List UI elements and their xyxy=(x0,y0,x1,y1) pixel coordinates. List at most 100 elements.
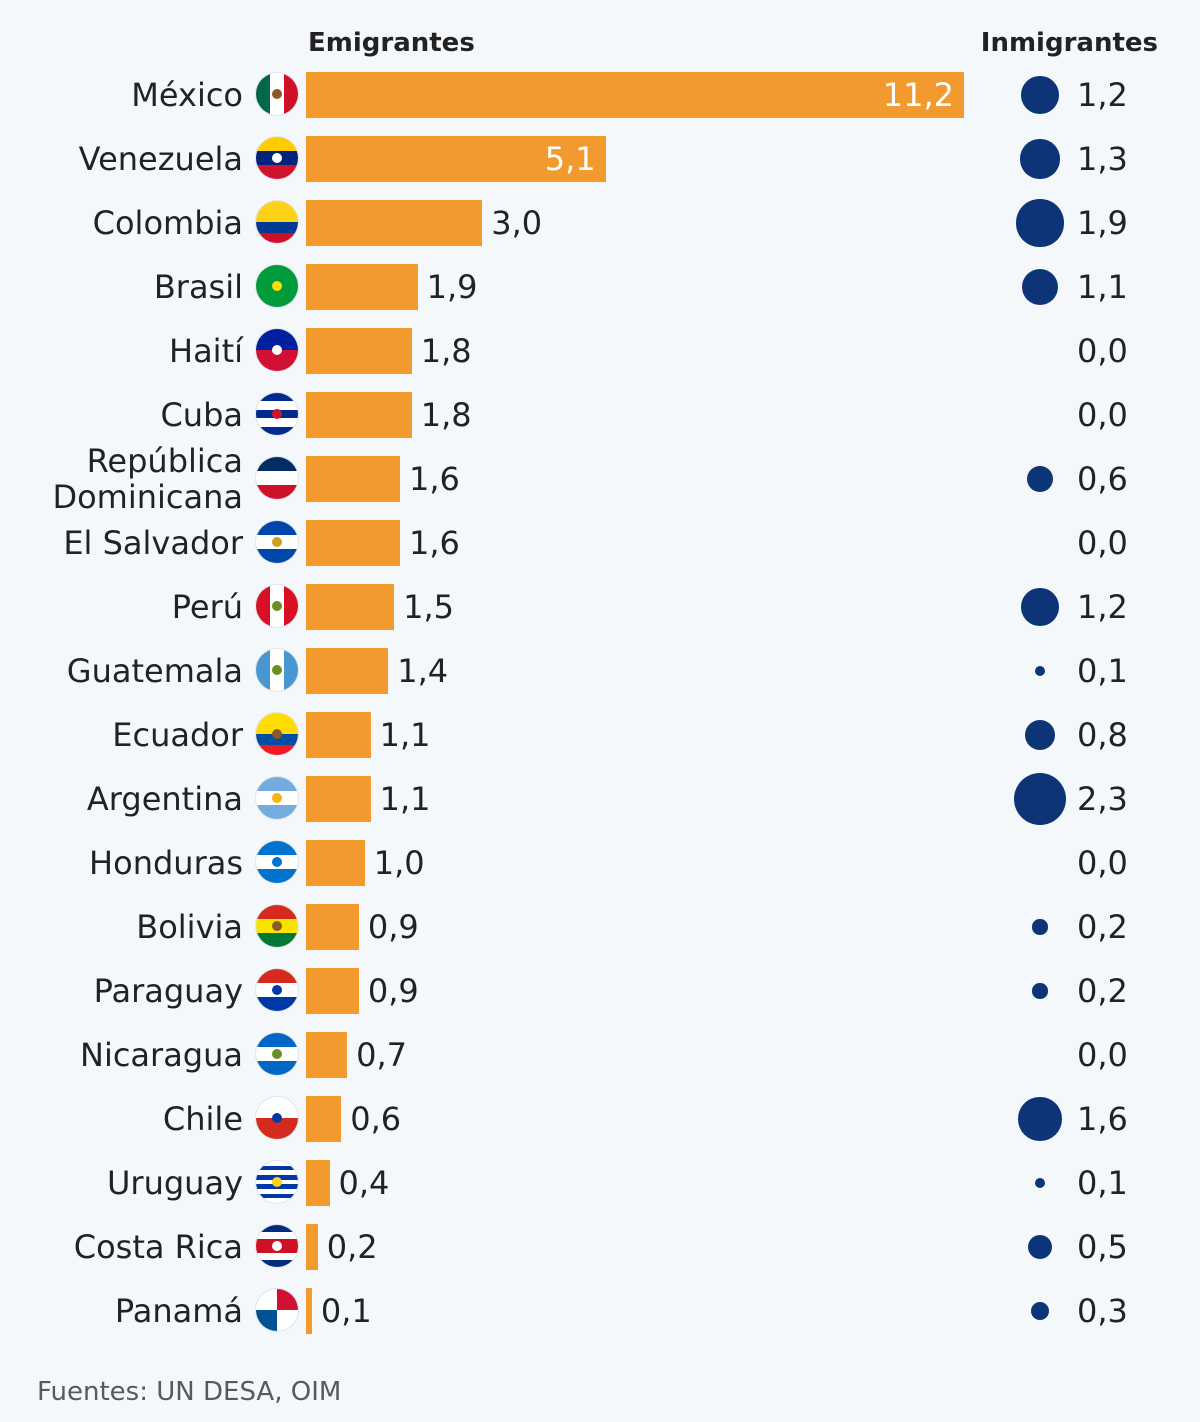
inmigrantes-header: Inmigrantes xyxy=(980,28,1158,58)
uruguay-flag-icon xyxy=(256,1161,298,1203)
emigrantes-value-label: 1,6 xyxy=(409,460,460,498)
emigrantes-value-label: 0,4 xyxy=(338,1164,390,1202)
chart-row: Colombia 3,0 1,9 xyxy=(0,191,1200,255)
inmigrantes-value-label: 0,0 xyxy=(1077,524,1128,562)
inmigrantes-value-label: 0,8 xyxy=(1077,716,1128,754)
emigrantes-value-label: 0,1 xyxy=(320,1292,372,1330)
emigrantes-bar xyxy=(306,648,389,694)
emigrantes-value-label: 1,1 xyxy=(379,780,431,818)
emigrantes-value-label: 5,1 xyxy=(544,140,596,178)
chart-row: Argentina 1,1 2,3 xyxy=(0,767,1200,831)
inmigrantes-value-label: 0,1 xyxy=(1077,652,1128,690)
emigrantes-bar xyxy=(306,1224,318,1270)
emigrantes-value-label: 1,8 xyxy=(420,396,472,434)
inmigrantes-dot xyxy=(1016,199,1064,247)
emigrantes-value-label: 0,9 xyxy=(367,972,419,1010)
emigrantes-value-label: 11,2 xyxy=(882,76,954,114)
chart-row: Costa Rica 0,2 0,5 xyxy=(0,1215,1200,1279)
cuba-flag-icon xyxy=(256,393,298,435)
country-label: Ecuador xyxy=(112,716,243,754)
brazil-flag-icon xyxy=(256,265,298,307)
inmigrantes-value-label: 0,5 xyxy=(1077,1228,1128,1266)
country-label: Cuba xyxy=(160,396,243,434)
chart-row: Brasil 1,9 1,1 xyxy=(0,255,1200,319)
inmigrantes-dot xyxy=(1022,269,1058,305)
inmigrantes-dot xyxy=(1034,665,1046,677)
country-label: Brasil xyxy=(153,268,243,306)
inmigrantes-value-label: 1,1 xyxy=(1077,268,1128,306)
inmigrantes-value-label: 1,2 xyxy=(1077,588,1128,626)
inmigrantes-value-label: 0,0 xyxy=(1077,844,1128,882)
emigrantes-value-label: 0,9 xyxy=(367,908,419,946)
country-label: Perú xyxy=(171,588,243,626)
emigrantes-bar xyxy=(306,1160,330,1206)
inmigrantes-value-label: 0,6 xyxy=(1077,460,1128,498)
chart-row: Paraguay 0,9 0,2 xyxy=(0,959,1200,1023)
emigrantes-value-label: 1,4 xyxy=(397,652,449,690)
emigrantes-value-label: 0,2 xyxy=(326,1228,378,1266)
paraguay-flag-icon xyxy=(256,969,298,1011)
chart-row: Bolivia 0,9 0,2 xyxy=(0,895,1200,959)
chart-row: Nicaragua 0,7 0,0 xyxy=(0,1023,1200,1087)
mexico-flag-icon xyxy=(256,73,298,115)
chart-row: Ecuador 1,1 0,8 xyxy=(0,703,1200,767)
emigrantes-bar xyxy=(306,1096,342,1142)
inmigrantes-value-label: 0,0 xyxy=(1077,396,1128,434)
country-label: Argentina xyxy=(86,780,243,818)
emigrantes-value-label: 1,0 xyxy=(373,844,425,882)
chart-row: Haití 1,8 0,0 xyxy=(0,319,1200,383)
nicaragua-flag-icon xyxy=(256,1033,298,1075)
guatemala-flag-icon xyxy=(256,649,298,691)
inmigrantes-value-label: 1,9 xyxy=(1077,204,1128,242)
chart-row: Panamá 0,1 0,3 xyxy=(0,1279,1200,1343)
emigrantes-header: Emigrantes xyxy=(308,28,475,58)
emigrantes-value-label: 1,5 xyxy=(403,588,455,626)
el-salvador-flag-icon xyxy=(256,521,298,563)
chart-row: El Salvador 1,6 0,0 xyxy=(0,511,1200,575)
panama-flag-icon xyxy=(256,1289,298,1331)
inmigrantes-dot xyxy=(1026,465,1054,493)
country-label: Guatemala xyxy=(66,652,243,690)
inmigrantes-value-label: 0,0 xyxy=(1077,1036,1128,1074)
venezuela-flag-icon xyxy=(256,137,298,179)
colombia-flag-icon xyxy=(256,201,298,243)
emigrantes-bar xyxy=(306,904,359,950)
emigrantes-value-label: 1,8 xyxy=(420,332,472,370)
emigrantes-bar xyxy=(306,264,418,310)
inmigrantes-dot xyxy=(1021,588,1059,626)
inmigrantes-dot xyxy=(1021,76,1059,114)
emigrantes-bar xyxy=(306,328,412,374)
country-label: Honduras xyxy=(89,844,243,882)
emigrantes-value-label: 1,6 xyxy=(409,524,460,562)
inmigrantes-value-label: 0,1 xyxy=(1077,1164,1128,1202)
inmigrantes-dot xyxy=(1032,983,1048,999)
inmigrantes-value-label: 1,2 xyxy=(1077,76,1128,114)
country-label: El Salvador xyxy=(63,524,243,562)
inmigrantes-value-label: 2,3 xyxy=(1077,780,1128,818)
country-label: Bolivia xyxy=(136,908,243,946)
chart-row: México 11,2 1,2 xyxy=(0,63,1200,127)
inmigrantes-dot xyxy=(1034,1177,1046,1189)
source-note: Fuentes: UN DESA, OIM xyxy=(37,1377,342,1407)
emigrantes-bar xyxy=(306,72,964,118)
emigrantes-bar xyxy=(306,1032,348,1078)
haiti-flag-icon xyxy=(256,329,298,371)
inmigrantes-value-label: 0,0 xyxy=(1077,332,1128,370)
chart-row: República Dominicana 1,6 0,6 xyxy=(0,442,1200,516)
inmigrantes-value-label: 0,3 xyxy=(1077,1292,1128,1330)
emigrantes-value-label: 0,6 xyxy=(350,1100,402,1138)
argentina-flag-icon xyxy=(256,777,298,819)
inmigrantes-dot xyxy=(1027,1234,1053,1260)
country-label: Costa Rica xyxy=(73,1228,243,1266)
emigrantes-bar xyxy=(306,776,371,822)
country-label: Paraguay xyxy=(93,972,243,1010)
country-label: República Dominicana xyxy=(52,442,243,516)
emigrantes-bar xyxy=(306,1288,312,1334)
emigrantes-value-label: 1,1 xyxy=(379,716,431,754)
honduras-flag-icon xyxy=(256,841,298,883)
emigrantes-bar xyxy=(306,456,400,502)
chart-row: Cuba 1,8 0,0 xyxy=(0,383,1200,447)
country-label: Nicaragua xyxy=(80,1036,243,1074)
emigrantes-bar xyxy=(306,968,359,1014)
